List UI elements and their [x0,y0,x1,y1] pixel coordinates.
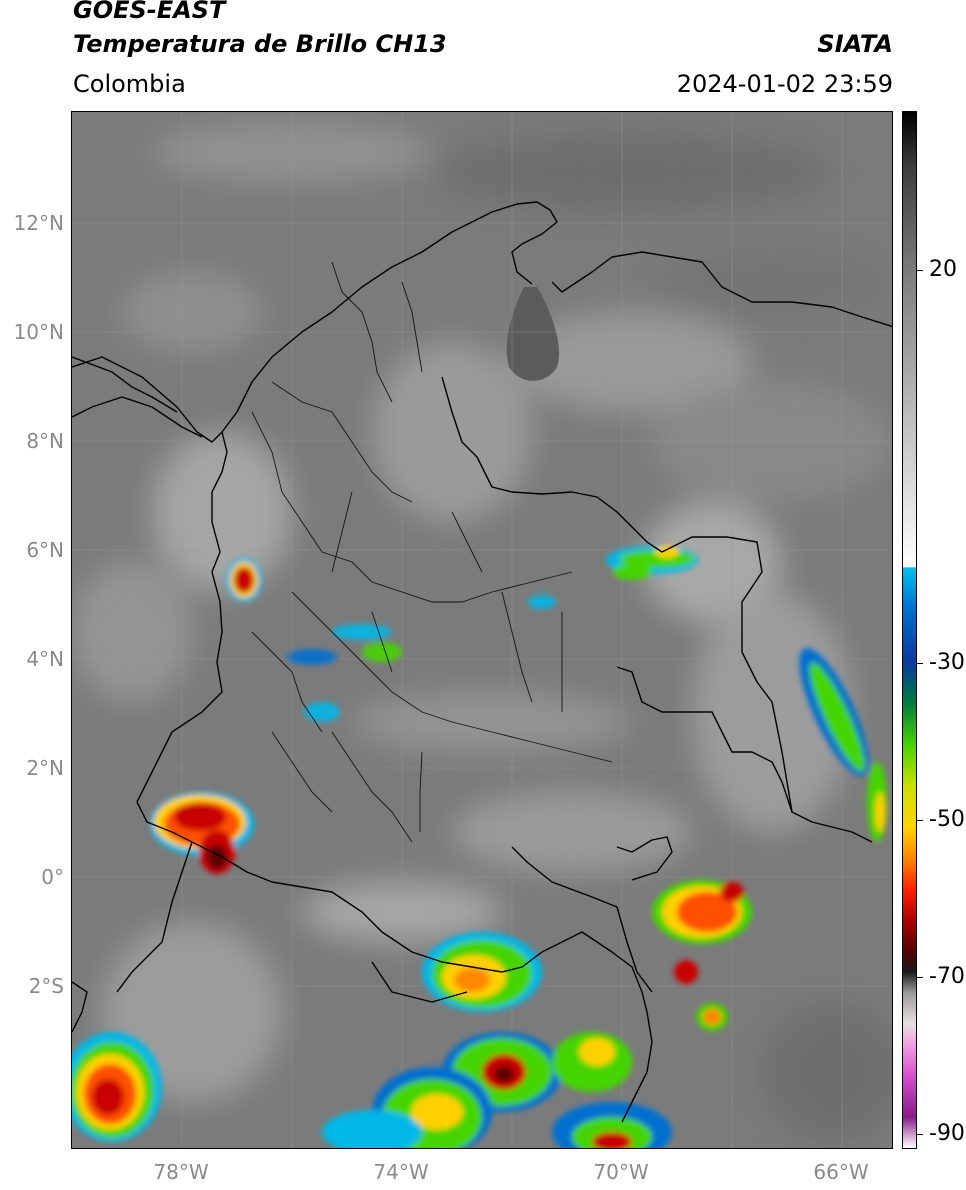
lat-label-0: 0° [41,865,64,889]
cloud-cell-ecuador [72,1032,162,1142]
lon-label-66w: 66°W [813,1160,869,1184]
lat-label-4n: 4°N [26,647,64,671]
product-title: GOES-EAST [73,0,226,24]
lon-label-70w: 70°W [593,1160,649,1184]
lat-label-2n: 2°N [26,756,64,780]
lon-label-74w: 74°W [373,1160,429,1184]
lat-label-2s: 2°S [28,974,64,998]
colorbar-label-20: 20 [929,257,957,282]
temperature-colorbar [902,111,917,1149]
satellite-map[interactable] [71,111,893,1149]
lon-label-78w: 78°W [153,1160,209,1184]
lat-label-12n: 12°N [13,211,64,235]
colorbar-tick [917,663,923,664]
lat-label-6n: 6°N [26,538,64,562]
product-subtitle: Temperatura de Brillo CH13 [73,30,447,58]
timestamp-label: 2024-01-02 23:59 [676,70,893,98]
cloud-band-venezuela [799,647,887,842]
cloud-band-andes [287,595,556,722]
satellite-image [72,112,892,1148]
colorbar-label-minus30: -30 [929,650,965,675]
cloud-cell-amazon-east [652,880,752,1031]
lat-label-8n: 8°N [26,429,64,453]
colorbar-tick [917,270,923,271]
cloud-cell-arauca [606,546,698,580]
cloud-cell-pacific-coast [150,792,254,874]
colorbar-tick [917,977,923,978]
colorbar-label-minus50: -50 [929,807,965,832]
cloud-cell-choco [226,558,262,602]
colorbar-tick [917,820,923,821]
region-label: Colombia [73,70,186,98]
lat-label-10n: 10°N [13,320,64,344]
colorbar-tick [917,1134,923,1135]
organization-label: SIATA [817,30,893,58]
colorbar-label-minus70: -70 [929,964,965,989]
colorbar-label-minus90: -90 [929,1121,965,1146]
cloud-complex-southern [322,932,672,1148]
